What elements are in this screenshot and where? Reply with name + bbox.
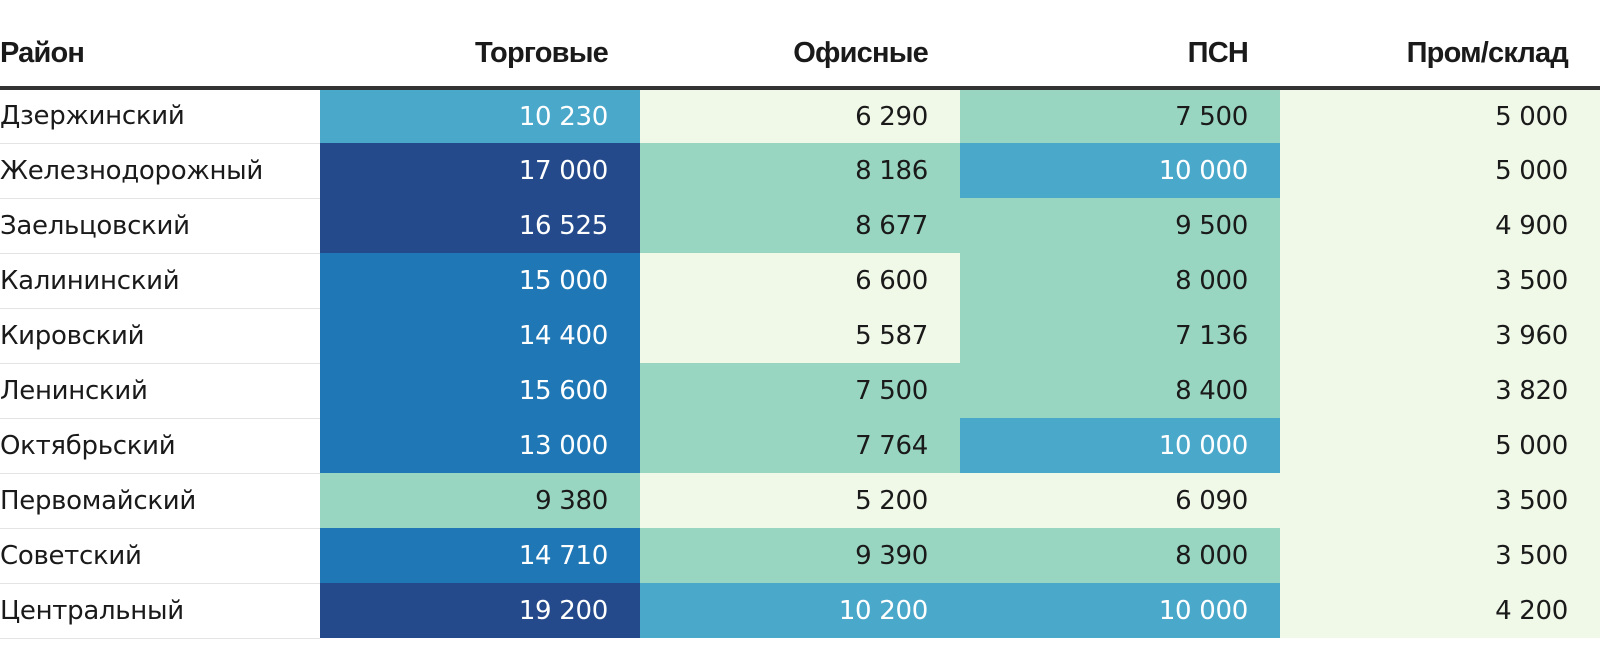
heatmap-cell: 10 230 [320, 88, 640, 143]
table-row: Железнодорожный 17 000 8 186 10 000 5 000 [0, 143, 1600, 199]
heatmap-cell: 6 090 [960, 473, 1280, 528]
heatmap-cell: 10 000 [960, 143, 1280, 198]
heatmap-cell: 6 290 [640, 88, 960, 143]
column-header-psn: ПСН [960, 20, 1280, 90]
district-name: Дзержинский [0, 88, 320, 144]
table-row: Дзержинский 10 230 6 290 7 500 5 000 [0, 88, 1600, 144]
table-row: Заельцовский 16 525 8 677 9 500 4 900 [0, 198, 1600, 254]
heatmap-cell: 8 677 [640, 198, 960, 253]
heatmap-cell: 8 000 [960, 528, 1280, 583]
district-name: Заельцовский [0, 198, 320, 254]
district-name: Железнодорожный [0, 143, 320, 199]
heatmap-cell: 5 200 [640, 473, 960, 528]
district-name: Калининский [0, 253, 320, 309]
heatmap-cell: 5 000 [1280, 88, 1600, 143]
heatmap-cell: 13 000 [320, 418, 640, 473]
table-row: Кировский 14 400 5 587 7 136 3 960 [0, 308, 1600, 364]
heatmap-cell: 6 600 [640, 253, 960, 308]
column-header-industrial-warehouse: Пром/склад [1280, 20, 1600, 90]
table-row: Первомайский 9 380 5 200 6 090 3 500 [0, 473, 1600, 529]
heatmap-cell: 5 000 [1280, 418, 1600, 473]
district-name: Центральный [0, 583, 320, 639]
table-row: Ленинский 15 600 7 500 8 400 3 820 [0, 363, 1600, 419]
table-row: Центральный 19 200 10 200 10 000 4 200 [0, 583, 1600, 639]
heatmap-cell: 9 380 [320, 473, 640, 528]
heatmap-cell: 15 000 [320, 253, 640, 308]
table-row: Октябрьский 13 000 7 764 10 000 5 000 [0, 418, 1600, 474]
table-header: Район Торговые Офисные ПСН Пром/склад [0, 20, 1600, 90]
heatmap-cell: 15 600 [320, 363, 640, 418]
heatmap-cell: 7 500 [960, 88, 1280, 143]
table-body: Дзержинский 10 230 6 290 7 500 5 000 Железнод… [0, 88, 1600, 639]
heatmap-cell: 8 400 [960, 363, 1280, 418]
heatmap-cell: 14 710 [320, 528, 640, 583]
heatmap-cell: 5 000 [1280, 143, 1600, 198]
heatmap-cell: 9 390 [640, 528, 960, 583]
heatmap-cell: 19 200 [320, 583, 640, 638]
district-name: Первомайский [0, 473, 320, 529]
district-name: Советский [0, 528, 320, 584]
column-header-district: Район [0, 20, 320, 90]
heatmap-cell: 14 400 [320, 308, 640, 363]
heatmap-cell: 3 500 [1280, 253, 1600, 308]
heatmap-cell: 4 200 [1280, 583, 1600, 638]
heatmap-cell: 10 200 [640, 583, 960, 638]
heatmap-cell: 3 820 [1280, 363, 1600, 418]
heatmap-cell: 8 186 [640, 143, 960, 198]
heatmap-cell: 9 500 [960, 198, 1280, 253]
heatmap-cell: 4 900 [1280, 198, 1600, 253]
table-row: Советский 14 710 9 390 8 000 3 500 [0, 528, 1600, 584]
heatmap-cell: 10 000 [960, 418, 1280, 473]
heatmap-cell: 7 764 [640, 418, 960, 473]
district-name: Октябрьский [0, 418, 320, 474]
table-row: Калининский 15 000 6 600 8 000 3 500 [0, 253, 1600, 309]
district-name: Ленинский [0, 363, 320, 419]
district-name: Кировский [0, 308, 320, 364]
column-header-office: Офисные [640, 20, 960, 90]
heatmap-cell: 3 500 [1280, 473, 1600, 528]
heatmap-cell: 10 000 [960, 583, 1280, 638]
heatmap-cell: 3 960 [1280, 308, 1600, 363]
heatmap-cell: 3 500 [1280, 528, 1600, 583]
heatmap-cell: 5 587 [640, 308, 960, 363]
heatmap-cell: 7 500 [640, 363, 960, 418]
header-row: Район Торговые Офисные ПСН Пром/склад [0, 20, 1600, 90]
column-header-retail: Торговые [320, 20, 640, 90]
heatmap-cell: 7 136 [960, 308, 1280, 363]
heatmap-cell: 8 000 [960, 253, 1280, 308]
heatmap-cell: 16 525 [320, 198, 640, 253]
heatmap-table: Район Торговые Офисные ПСН Пром/склад Дз… [0, 20, 1600, 639]
heatmap-cell: 17 000 [320, 143, 640, 198]
